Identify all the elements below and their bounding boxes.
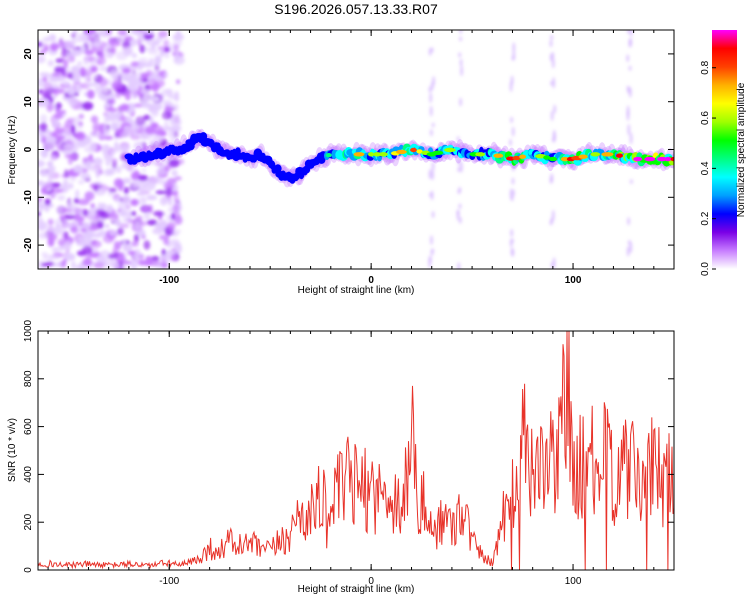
spectrogram-heatmap [38, 30, 674, 269]
spectrogram-ylabel: Frequency (Hz) [7, 116, 18, 185]
spectrogram-ytick-label: 20 [23, 48, 34, 60]
snr-ytick-label: 200 [23, 513, 34, 530]
interference-stripes [428, 30, 633, 269]
snr-ytick-label: 400 [23, 466, 34, 483]
snr-xtick-label: -100 [159, 576, 179, 587]
colorbar-tick-label: 0.2 [700, 211, 711, 225]
snr-xlabel: Height of straight line (km) [298, 584, 415, 595]
colorbar: 0.0 0.2 0.4 0.6 0.8 Normalized spectral ampl… [700, 30, 747, 276]
spectrogram-xtick-label: 0 [368, 275, 374, 286]
snr-ylabel: SNR (10 * v/v) [7, 418, 18, 482]
colorbar-label: Normalized spectral amplitude [736, 82, 747, 217]
colorbar-gradient [712, 30, 737, 269]
spectrogram-xtick-label: 100 [565, 275, 582, 286]
colorbar-tick-label: 0.6 [700, 111, 711, 125]
spectrogram-xlabel: Height of straight line (km) [298, 285, 415, 296]
colorbar-tick-label: 0.0 [700, 262, 711, 276]
spectrogram-ytick-label: -10 [23, 190, 34, 205]
spectrogram-ytick-label: -20 [23, 237, 34, 252]
snr-xtick-label: 0 [368, 576, 374, 587]
noise-speckle [38, 30, 185, 269]
colorbar-tick-label: 0.4 [700, 161, 711, 175]
snr-series-line [38, 331, 674, 570]
snr-ytick-label: 1000 [23, 319, 34, 342]
spectrogram-ytick-label: 0 [23, 146, 34, 152]
spectrogram-ytick-label: 10 [23, 96, 34, 108]
spectrogram-xtick-label: -100 [159, 275, 179, 286]
chart-title: S196.2026.057.13.33.R07 [274, 1, 438, 17]
ridge-band [124, 128, 674, 188]
snr-ytick-label: 800 [23, 370, 34, 387]
snr-ytick-label: 600 [23, 418, 34, 435]
colorbar-tick-label: 0.8 [700, 60, 711, 74]
colorbar-ticks: 0.0 0.2 0.4 0.6 0.8 [700, 60, 716, 276]
snr-ytick-label: 0 [23, 567, 34, 573]
snr-xtick-label: 100 [565, 576, 582, 587]
snr-frame [37, 330, 675, 571]
